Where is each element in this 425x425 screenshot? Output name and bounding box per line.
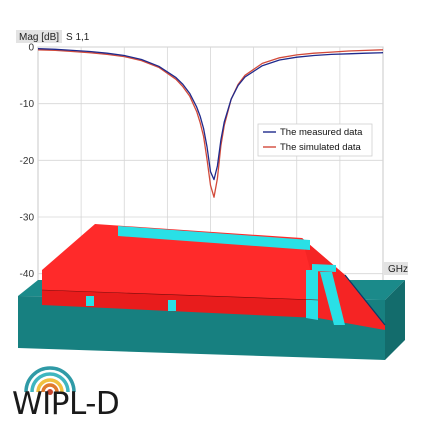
logo-arc-3 bbox=[36, 378, 64, 393]
via-middle bbox=[168, 300, 176, 311]
wipl-d-logo: WIPL-D bbox=[12, 366, 120, 422]
series-lines bbox=[37, 48, 384, 198]
via-left bbox=[86, 296, 94, 306]
y-tick-label: -20 bbox=[20, 156, 35, 167]
legend-label-measured: The measured data bbox=[280, 127, 363, 138]
substrate-side-face bbox=[385, 280, 405, 360]
legend-box bbox=[257, 123, 373, 157]
logo-arc-1 bbox=[24, 366, 76, 393]
feed-strip-right bbox=[320, 272, 345, 325]
logo-arc-2 bbox=[30, 372, 70, 393]
y-axis-label-box bbox=[16, 30, 62, 43]
x-axis-label-box bbox=[384, 262, 408, 275]
y-tick-label: 0 bbox=[28, 43, 34, 54]
legend-label-simulated: The simulated data bbox=[280, 142, 362, 153]
feed-strip-top bbox=[118, 226, 310, 250]
chart-title: S 1,1 bbox=[66, 32, 90, 43]
patch-slope-face bbox=[302, 238, 385, 330]
feed-strip-short bbox=[312, 264, 336, 272]
logo-dot bbox=[47, 389, 53, 395]
logo-text: WIPL-D bbox=[12, 386, 119, 422]
feed-strip-vertical bbox=[306, 270, 318, 320]
antenna-model bbox=[18, 224, 405, 360]
patch-front-face bbox=[42, 290, 318, 318]
y-tick-label: -10 bbox=[20, 99, 35, 110]
y-tick-labels: 0 -10 -20 -30 -40 bbox=[20, 43, 35, 281]
edge-line-slope bbox=[344, 274, 386, 326]
y-tick-label: -30 bbox=[20, 213, 35, 224]
y-axis-label: Mag [dB] bbox=[19, 32, 59, 43]
series-line-the-simulated-data bbox=[37, 49, 384, 198]
series-line-the-measured-data bbox=[37, 48, 384, 181]
edge-line bbox=[41, 289, 319, 301]
logo-arc-4 bbox=[41, 383, 59, 393]
legend: The measured data The simulated data bbox=[257, 123, 373, 157]
y-tick-label: -40 bbox=[20, 269, 35, 280]
x-axis-label: GHz bbox=[388, 264, 408, 275]
